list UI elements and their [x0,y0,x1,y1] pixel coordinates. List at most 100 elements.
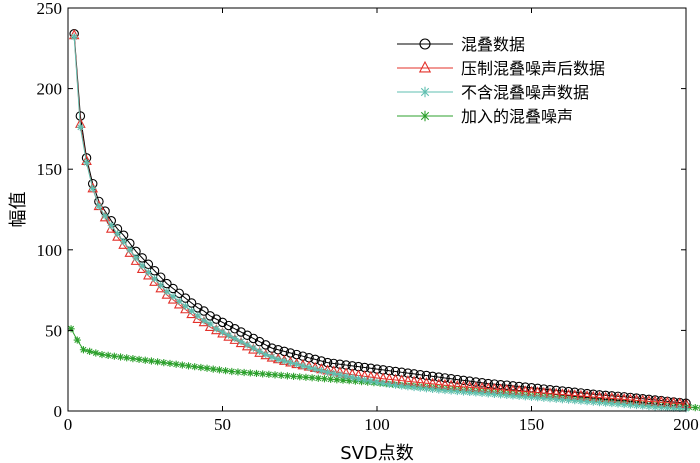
data-point [577,397,585,405]
data-point [490,390,499,398]
y-tick-label: 100 [37,241,63,260]
data-point [181,302,190,310]
data-point [620,400,628,409]
data-point [101,212,109,220]
data-point [236,327,246,337]
legend-entry: 不含混叠噪声数据 [397,83,589,102]
data-point [243,341,251,349]
data-point [404,383,412,391]
data-point [113,230,122,238]
data-point [138,262,146,270]
data-point [144,268,152,276]
data-point [175,297,183,305]
data-point [73,336,81,344]
data-point [602,399,610,407]
data-point [225,331,233,339]
data-point [367,377,375,385]
data-point [502,380,512,390]
data-point [429,385,437,393]
data-point [277,371,285,379]
data-point [466,388,474,397]
legend-label: 不含混叠噪声数据 [461,83,589,102]
data-point [614,400,622,408]
data-point [419,110,431,122]
data-point [472,389,480,397]
data-point [657,403,665,412]
data-point [234,368,242,376]
data-point [180,293,191,303]
legend-label: 加入的混叠噪声 [461,107,573,126]
legend-label: 混叠数据 [461,35,525,54]
data-point [252,369,261,378]
data-point [357,378,366,386]
data-point [230,324,240,334]
legend-entry: 加入的混叠噪声 [397,107,573,126]
data-point [206,320,214,328]
data-point [129,355,137,363]
legend-entry: 混叠数据 [397,35,525,54]
data-point [79,346,88,354]
data-point [67,325,75,333]
data-point [231,334,239,343]
data-point [509,392,517,400]
data-point [446,374,456,384]
data-point [583,398,591,406]
data-point [570,387,580,398]
data-point [221,367,230,375]
data-point [172,360,180,368]
data-point [557,386,568,396]
data-point [261,340,271,350]
data-point [265,370,273,379]
data-point [215,366,224,374]
data-point [209,365,217,373]
data-point [421,370,432,381]
legend-entry: 压制混叠噪声后数据 [397,59,605,78]
data-point [351,377,359,385]
data-point [174,288,184,299]
data-point [571,397,579,405]
legend-label: 压制混叠噪声后数据 [461,59,605,78]
data-point [194,312,202,320]
data-point [296,373,304,381]
data-point [434,372,444,382]
data-point [271,371,279,379]
data-point [564,396,573,404]
data-point [447,387,455,395]
data-point [508,381,518,391]
y-tick-label: 250 [37,0,63,18]
data-point [589,398,597,406]
data-point [489,379,500,389]
data-point [379,379,387,387]
data-point [163,288,171,296]
data-point [330,370,338,378]
data-point [262,350,270,359]
data-point [147,357,156,365]
data-point [527,393,536,401]
data-point [178,361,186,369]
data-point [471,377,481,387]
data-point [534,394,542,402]
data-point [317,367,325,375]
data-point [160,359,168,367]
data-point [274,355,282,364]
data-point [169,292,177,301]
data-point [248,333,259,344]
y-axis-label: 幅值 [8,192,29,228]
data-point [116,353,125,361]
data-point [126,246,134,254]
data-point [563,386,574,397]
data-point [651,403,659,411]
data-point [205,311,215,321]
y-tick-label: 50 [45,321,62,340]
data-point [120,238,128,246]
data-point [283,372,291,380]
data-point [348,373,356,382]
data-point [157,281,165,289]
data-point [464,376,475,386]
data-point [98,350,106,359]
data-point [154,358,162,366]
data-point [259,370,267,378]
data-point [286,359,295,367]
